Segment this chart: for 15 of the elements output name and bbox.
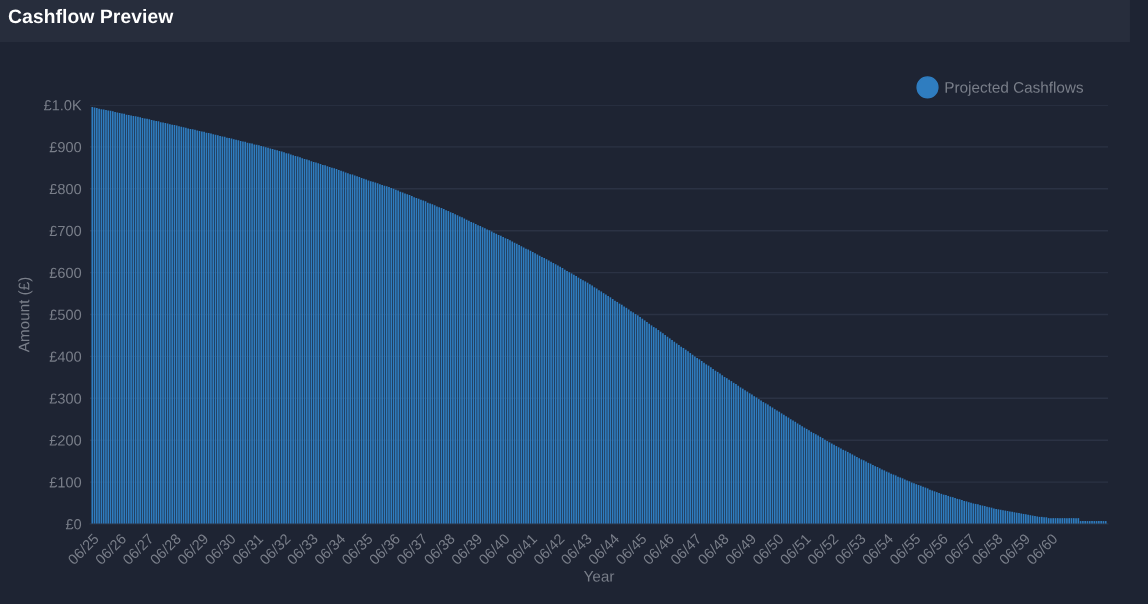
x-axis-title: Year: [583, 571, 615, 582]
y-tick-label: £400: [49, 351, 82, 362]
y-tick-label: £0: [65, 519, 82, 530]
y-tick-label: £700: [49, 225, 82, 237]
y-tick-label: £300: [49, 393, 82, 404]
chart-title: Cashflow Preview: [8, 8, 174, 24]
y-tick-label: £100: [49, 477, 82, 488]
y-tick-label: £200: [49, 435, 82, 446]
y-tick-label: £600: [49, 267, 82, 279]
y-tick-label: £500: [49, 309, 82, 320]
legend-label: Projected Cashflows: [945, 81, 1084, 96]
y-tick-label: £900: [49, 142, 82, 153]
y-axis-title: Amount (£): [18, 277, 33, 353]
y-tick-label: £1.0K: [43, 100, 82, 111]
y-tick-label: £800: [49, 183, 82, 195]
